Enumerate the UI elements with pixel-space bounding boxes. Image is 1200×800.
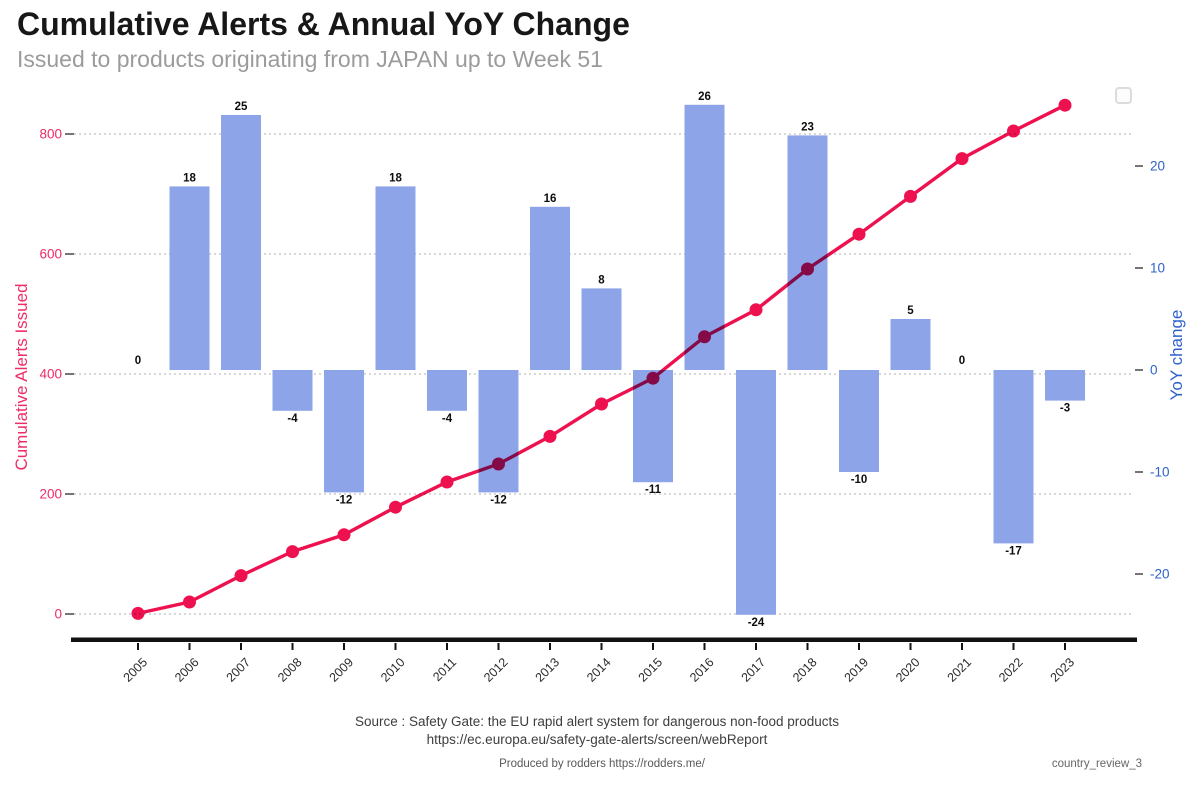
line-point-2012 [492,457,505,471]
line-point-2009 [337,528,351,542]
line-point-2022 [1007,124,1020,138]
x-tick-label-2015: 2015 [636,655,666,685]
bar-2009 [324,370,364,493]
line-point-2005 [131,606,145,620]
x-tick-label-2005: 2005 [121,655,151,685]
plot-area: 020040060080020100-10-2001825-4-1218-4-1… [39,91,1170,685]
bar-2018 [787,135,828,370]
bar-label-2010: 18 [389,172,402,184]
bar-2019 [839,370,879,472]
footer-source-line1: Source : Safety Gate: the EU rapid alert… [354,714,839,729]
x-tick-label-2013: 2013 [533,655,563,685]
cumulative-line-series [131,98,1072,620]
x-tick-label-2021: 2021 [945,655,975,685]
bar-2007 [221,115,261,370]
bar-label-2021: 0 [959,355,965,367]
line-point-2013 [543,429,557,443]
bar-label-2005: 0 [135,355,141,367]
line-point-2023 [1058,98,1072,112]
bar-2011 [427,370,467,411]
x-tick-label-2022: 2022 [996,655,1026,685]
bar-label-2011: -4 [442,413,453,425]
x-tick-label-2009: 2009 [327,655,357,685]
line-point-2015 [646,371,660,385]
line-point-2017 [749,303,763,317]
empty-legend-box-icon [1115,87,1132,104]
x-tick-label-2019: 2019 [842,655,872,685]
left-axis-tick-label: 400 [39,367,62,382]
x-tick-label-2006: 2006 [172,655,202,685]
line-point-2020 [904,189,917,203]
right-axis-tick-label: 20 [1150,159,1165,174]
left-axis-tick-label: 200 [39,487,62,502]
line-point-2008 [286,545,299,559]
right-axis-tick-label: 0 [1150,363,1158,378]
bar-2020 [890,319,931,370]
bar-label-2009: -12 [336,494,353,506]
bar-label-2023: -3 [1060,403,1070,415]
bar-label-2013: 16 [544,193,557,205]
line-point-2006 [183,595,196,609]
footer-source-url: https://ec.europa.eu/safety-gate-alerts/… [426,732,768,747]
bar-2008 [272,370,313,411]
bar-2023 [1045,370,1085,401]
bar-label-2019: -10 [851,474,868,486]
right-axis-tick-label: -20 [1150,567,1170,582]
footer-doc-tag: country_review_3 [1051,758,1142,770]
bar-label-2017: -24 [748,617,765,629]
line-point-2010 [389,500,402,514]
x-tick-label-2018: 2018 [790,655,820,685]
bar-label-2012: -12 [490,494,507,506]
bar-label-2008: -4 [287,413,298,425]
bar-2014 [581,288,622,370]
line-point-2007 [234,569,248,583]
bar-2010 [375,186,416,370]
x-tick-label-2016: 2016 [687,655,717,685]
x-tick-label-2011: 2011 [430,655,459,684]
bar-label-2014: 8 [598,274,605,286]
bar-2017 [736,370,776,615]
x-tick-label-2010: 2010 [378,655,408,685]
bar-2006 [169,186,210,370]
bar-2016 [684,104,725,371]
bar-label-2007: 25 [235,101,248,113]
bar-label-2015: -11 [645,484,662,496]
line-point-2021 [955,152,969,166]
bar-2012 [478,370,519,493]
x-tick-label-2014: 2014 [584,655,614,685]
x-tick-label-2020: 2020 [893,655,923,685]
x-tick-label-2023: 2023 [1048,655,1078,685]
bar-2013 [530,206,570,370]
bar-label-2022: -17 [1005,545,1022,557]
left-axis-tick-label: 0 [54,607,62,622]
bar-label-2018: 23 [801,121,814,133]
line-point-2016 [698,330,711,344]
line-point-2019 [852,227,866,241]
right-axis-tick-label: -10 [1150,465,1170,480]
chart-subtitle: Issued to products originating from JAPA… [17,46,603,72]
footer-produced-by: Produced by rodders https://rodders.me/ [499,758,705,770]
right-axis-tick-label: 10 [1150,261,1165,276]
x-tick-label-2008: 2008 [275,655,305,685]
left-axis-tick-label: 600 [39,247,62,262]
chart-title: Cumulative Alerts & Annual YoY Change [17,6,630,42]
bar-label-2020: 5 [907,305,914,317]
bar-label-2016: 26 [698,91,711,103]
bar-2015 [633,370,673,483]
line-point-2018 [801,262,814,276]
x-tick-label-2017: 2017 [739,655,769,685]
left-axis-tick-label: 800 [39,127,62,142]
x-tick-label-2007: 2007 [224,655,254,685]
bar-2022 [993,370,1034,544]
line-point-2011 [440,475,454,489]
line-point-2014 [595,397,608,411]
bar-label-2006: 18 [183,172,196,184]
x-axis-line [71,637,1137,642]
x-tick-label-2012: 2012 [481,655,511,685]
